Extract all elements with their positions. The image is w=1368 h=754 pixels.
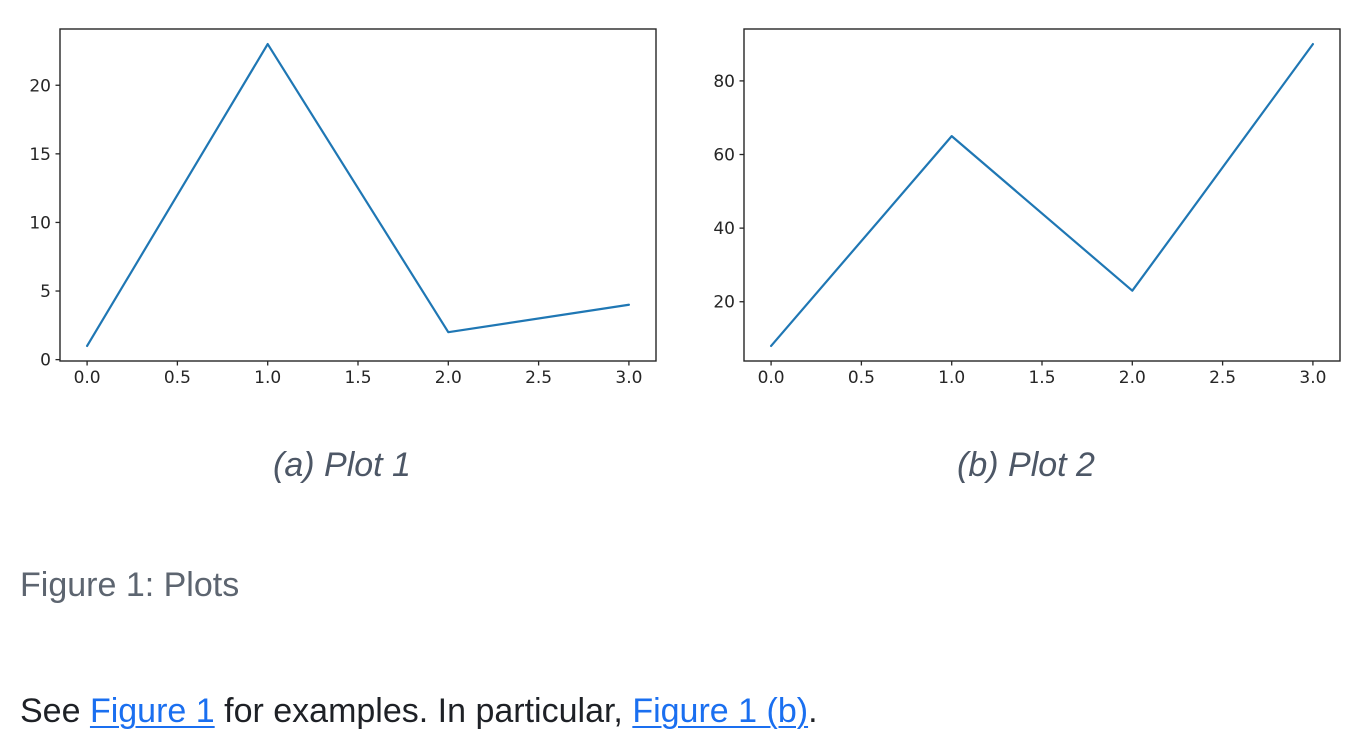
- plot-2-chart: 0.0 0.5 1.0 1.5 2.0 2.5 3.0 20 40 60 80: [713, 28, 1341, 388]
- subfigure-a: 0.0 0.5 1.0 1.5 2.0 2.5 3.0 0 5 10 15 20 (a) Plot 1: [0, 0, 684, 485]
- svg-text:0.5: 0.5: [848, 368, 875, 388]
- figure-1b-link[interactable]: Figure 1 (b): [632, 692, 809, 730]
- svg-text:2.0: 2.0: [1119, 368, 1146, 388]
- svg-text:1.5: 1.5: [1028, 368, 1055, 388]
- svg-text:20: 20: [29, 76, 51, 96]
- svg-text:80: 80: [713, 72, 735, 92]
- body-text-3: .: [808, 692, 818, 730]
- svg-text:5: 5: [40, 282, 51, 302]
- body-text-1: See: [20, 692, 90, 730]
- svg-text:1.5: 1.5: [344, 368, 371, 388]
- svg-text:2.5: 2.5: [1209, 368, 1236, 388]
- body-paragraph: See Figure 1 for examples. In particular…: [0, 689, 1368, 733]
- figure-1-block: 0.0 0.5 1.0 1.5 2.0 2.5 3.0 0 5 10 15 20 (a) Plot 1…: [0, 0, 1368, 604]
- figure-caption: Figure 1: Plots: [20, 566, 240, 604]
- svg-text:40: 40: [713, 219, 735, 239]
- svg-text:0.5: 0.5: [164, 368, 191, 388]
- svg-text:0.0: 0.0: [758, 368, 785, 388]
- svg-text:3.0: 3.0: [1299, 368, 1326, 388]
- svg-text:60: 60: [713, 146, 735, 166]
- subfigure-a-caption: (a) Plot 1: [273, 446, 411, 484]
- svg-text:3.0: 3.0: [615, 368, 642, 388]
- svg-text:1.0: 1.0: [938, 368, 965, 388]
- svg-text:0: 0: [40, 351, 51, 371]
- body-text-2: for examples. In particular,: [214, 692, 633, 730]
- subfigure-b-caption: (b) Plot 2: [957, 446, 1095, 484]
- plot-1-chart: 0.0 0.5 1.0 1.5 2.0 2.5 3.0 0 5 10 15 20: [29, 28, 657, 388]
- svg-text:0.0: 0.0: [74, 368, 101, 388]
- svg-text:10: 10: [29, 213, 51, 233]
- svg-text:1.0: 1.0: [254, 368, 281, 388]
- subfigure-b: 0.0 0.5 1.0 1.5 2.0 2.5 3.0 20 40 60 80 (b) Plot 2: [684, 0, 1368, 485]
- svg-text:2.5: 2.5: [525, 368, 552, 388]
- figure-row: 0.0 0.5 1.0 1.5 2.0 2.5 3.0 0 5 10 15 20 (a) Plot 1…: [0, 0, 1368, 485]
- svg-text:2.0: 2.0: [435, 368, 462, 388]
- svg-text:20: 20: [713, 293, 735, 313]
- svg-text:15: 15: [29, 145, 51, 165]
- figure-1-link[interactable]: Figure 1: [89, 692, 215, 730]
